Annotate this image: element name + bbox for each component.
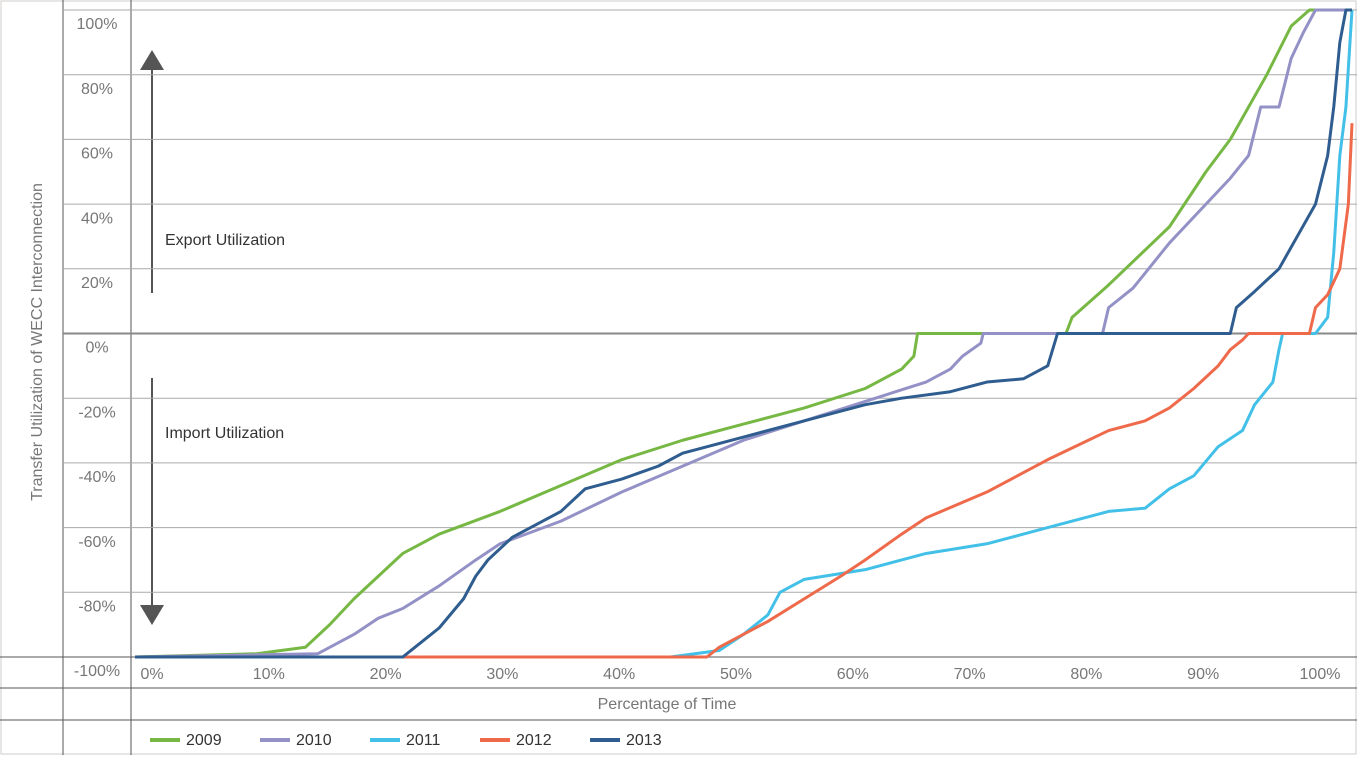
x-tick-label: 40% <box>603 666 635 683</box>
y-tick-label: -80% <box>78 599 115 616</box>
y-tick-label: 80% <box>81 81 113 98</box>
x-axis-label: Percentage of Time <box>598 696 737 713</box>
x-tick-label: 80% <box>1070 666 1102 683</box>
legend-label: 2010 <box>296 732 332 749</box>
y-tick-label: 0% <box>85 340 108 357</box>
x-tick-label: 10% <box>253 666 285 683</box>
legend-label: 2012 <box>516 732 552 749</box>
x-tick-label: 70% <box>954 666 986 683</box>
series-line <box>135 9 1354 659</box>
annotation: Import Utilization <box>165 425 284 442</box>
x-tick-label: 0% <box>140 666 163 683</box>
x-tick-label: 50% <box>720 666 752 683</box>
legend-label: 2013 <box>626 732 662 749</box>
legend-label: 2009 <box>186 732 222 749</box>
x-tick-label: 100% <box>1300 666 1341 683</box>
x-tick-label: 60% <box>837 666 869 683</box>
x-tick-label: 20% <box>370 666 402 683</box>
series-line <box>134 8 1352 659</box>
y-tick-label: -60% <box>78 534 115 551</box>
y-tick-label: 60% <box>81 146 113 163</box>
legend-label: 2011 <box>406 732 441 749</box>
annotation: Export Utilization <box>165 232 285 249</box>
y-tick-label: -20% <box>78 404 115 421</box>
y-tick-label: -100% <box>74 663 120 680</box>
y-axis-label: Transfer Utilization of WECC Interconnec… <box>29 183 46 501</box>
y-tick-label: 40% <box>81 210 113 227</box>
series-line <box>134 8 1352 659</box>
x-tick-label: 30% <box>486 666 518 683</box>
y-tick-label: 20% <box>81 275 113 292</box>
series-line <box>135 8 1352 659</box>
x-tick-label: 90% <box>1187 666 1219 683</box>
y-tick-label: 100% <box>77 16 118 33</box>
series-line <box>135 123 1354 659</box>
y-tick-label: -40% <box>78 469 115 486</box>
